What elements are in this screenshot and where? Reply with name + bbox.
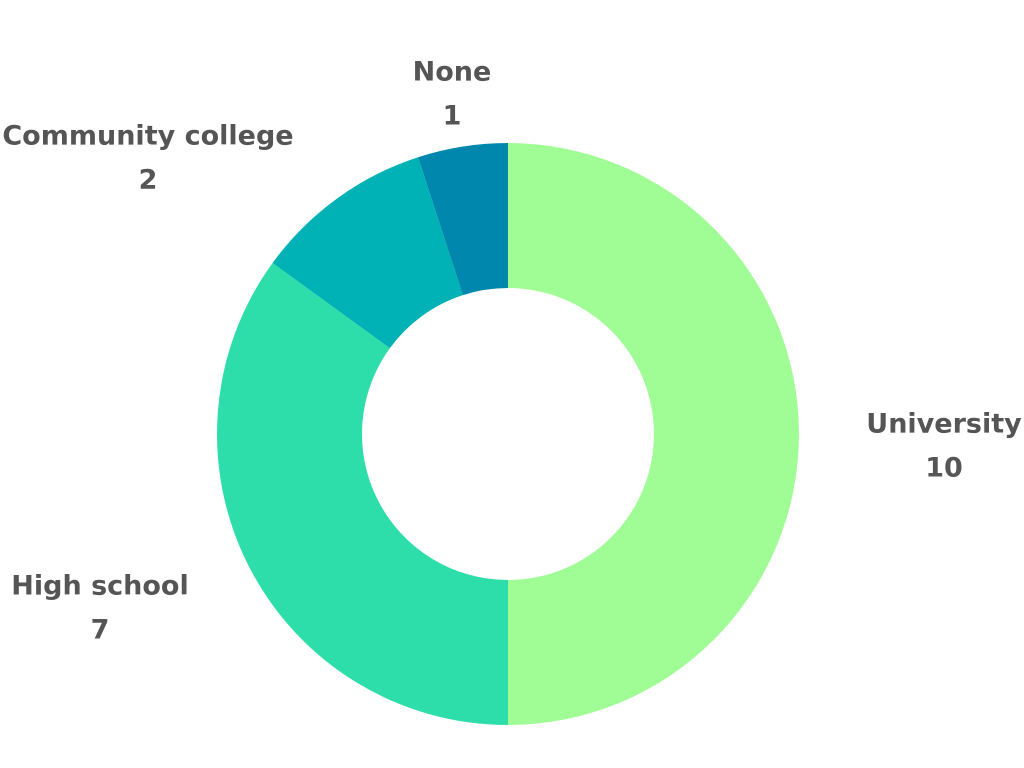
slice-category-label: University: [866, 409, 1022, 440]
slice-category-label: High school: [11, 571, 188, 602]
slice-label-none: None 1: [413, 57, 492, 132]
slice-community-college: [272, 157, 463, 349]
slice-label-university: University 10: [866, 409, 1022, 484]
slice-value-label: 2: [139, 165, 158, 196]
slice-high-school: [216, 262, 508, 725]
slice-category-label: Community college: [2, 121, 293, 152]
slice-category-label: None: [413, 57, 492, 88]
slice-label-high-school: High school 7: [11, 571, 188, 646]
slices-group: [216, 143, 799, 725]
slice-none: [418, 143, 508, 296]
slice-value-label: 1: [443, 101, 462, 132]
slice-value-label: 7: [91, 615, 110, 646]
slice-label-community-college: Community college 2: [2, 121, 293, 196]
labels-group: University 10 High school 7 Community colleg…: [2, 57, 1022, 646]
slice-value-label: 10: [925, 453, 963, 484]
slice-university: [508, 143, 799, 725]
